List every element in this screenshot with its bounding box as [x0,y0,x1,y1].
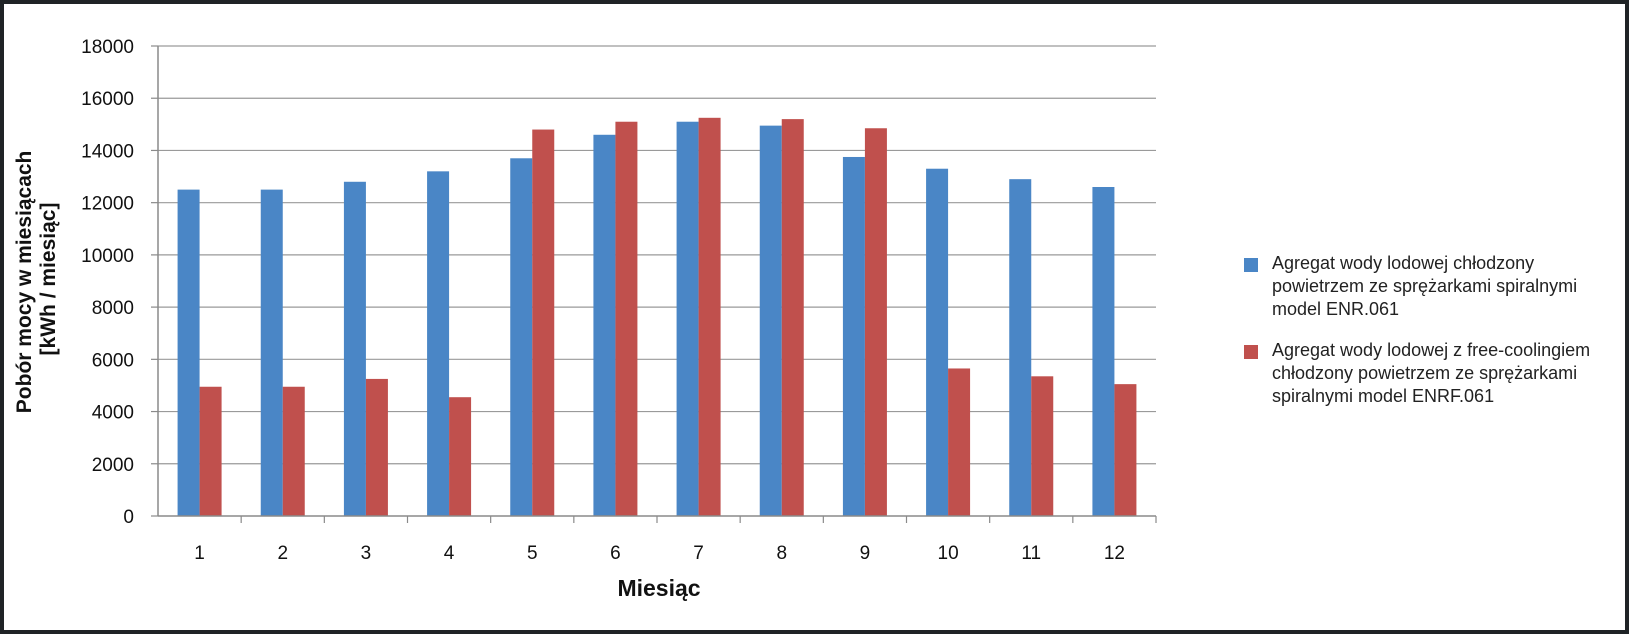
bar-enrf [698,117,721,517]
bar-enr [343,181,366,516]
y-tick-label: 16000 [81,89,134,110]
bar-enrf [282,386,305,516]
bar-enr [427,171,450,517]
legend-item-enr: Agregat wody lodowej chłodzony powietrze… [1244,252,1614,321]
y-axis-title-line-1: Pobór mocy w miesiącach [13,151,36,414]
x-tick-labels: 1 2 3 4 5 6 7 8 9 10 11 12 [194,543,1125,564]
bar-enr [926,168,949,516]
legend-swatch-blue [1244,258,1258,272]
x-tick-label: 12 [1104,543,1125,564]
legend-item-enrf: Agregat wody lodowej z free-coolingiem c… [1244,339,1614,408]
x-tick-label: 10 [938,543,959,564]
x-tick-label: 8 [776,543,787,564]
bar-enr [510,158,533,516]
y-tick-label: 6000 [92,350,134,371]
x-tick-label: 7 [693,543,704,564]
bar-enrf [449,397,472,516]
x-tick-label: 4 [444,543,455,564]
legend: Agregat wody lodowej chłodzony powietrze… [1244,252,1614,426]
bars [177,117,1137,517]
x-tick-label: 2 [277,543,288,564]
bar-enrf [1031,376,1054,516]
bar-chart: 0 2000 4000 6000 8000 10000 12000 14000 16000 180… [13,37,1157,601]
bar-enr [842,156,865,516]
bar-enrf [615,121,638,516]
bar-enrf [199,386,222,516]
y-tick-label: 8000 [92,298,134,319]
y-tick-label: 14000 [81,141,134,162]
y-tick-label: 12000 [81,194,134,215]
y-tick-labels: 0 2000 4000 6000 8000 10000 12000 14000 16000 180… [81,37,134,528]
x-tick-label: 5 [527,543,538,564]
bar-enrf [948,368,971,516]
x-tick-label: 11 [1021,543,1041,564]
legend-swatch-red [1244,345,1258,359]
y-axis-title: Pobór mocy w miesiącach [kWh / miesiąc] [13,145,60,413]
x-tick-label: 9 [860,543,871,564]
axes [151,45,1157,523]
y-tick-label: 0 [123,507,134,528]
y-tick-label: 18000 [81,37,134,58]
y-axis-title-line-2: [kWh / miesiąc] [37,203,60,356]
legend-label-enr: Agregat wody lodowej chłodzony powietrze… [1272,253,1578,319]
bar-enrf [1114,384,1137,516]
x-tick-label: 1 [194,543,205,564]
y-tick-label: 2000 [92,455,134,476]
x-tick-label: 6 [610,543,621,564]
bar-enrf [781,119,804,516]
bar-enr [1009,179,1032,516]
bar-enrf [864,128,887,516]
bar-enr [1092,187,1115,516]
bar-enr [593,134,616,516]
bar-enr [759,125,782,516]
bar-enr [177,189,200,516]
bar-enr [676,121,699,516]
bar-enrf [532,129,555,517]
y-tick-label: 10000 [81,246,134,267]
bar-enrf [365,378,388,516]
legend-label-enrf: Agregat wody lodowej z free-coolingiem c… [1272,340,1591,406]
x-tick-label: 3 [361,543,372,564]
bar-enr [260,189,283,516]
gridlines [158,45,1156,465]
x-axis-title: Miesiąc [617,575,700,601]
y-tick-label: 4000 [92,403,134,424]
